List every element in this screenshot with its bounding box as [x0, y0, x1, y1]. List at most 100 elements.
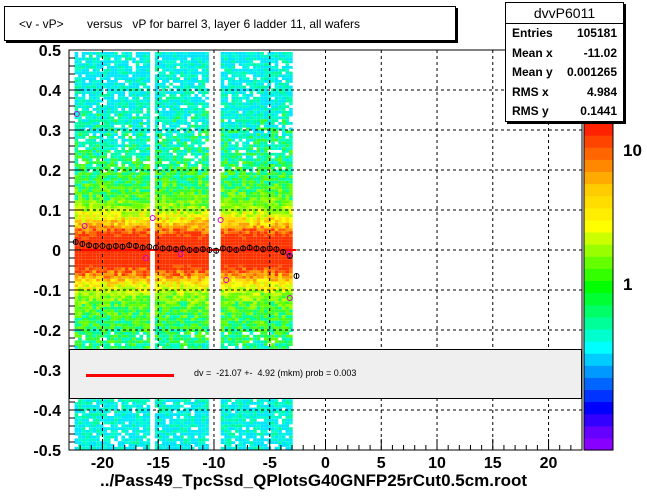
heatmap-cell: [154, 276, 159, 279]
heatmap-cell: [227, 323, 232, 327]
heatmap-cell: [158, 66, 163, 69]
heatmap-cell: [81, 446, 86, 450]
heatmap-cell: [220, 91, 225, 94]
heatmap-cell: [89, 228, 93, 232]
heatmap-cell: [74, 432, 79, 436]
heatmap-cell: [114, 82, 118, 86]
heatmap-cell: [107, 225, 111, 229]
heatmap-cell: [183, 402, 188, 405]
heatmap-cell: [96, 222, 100, 226]
heatmap-cell: [205, 259, 209, 262]
heatmap-cell: [139, 147, 143, 150]
heatmap-cell: [121, 421, 125, 425]
heatmap-cell: [78, 262, 82, 265]
heatmap-cell: [220, 253, 225, 257]
heatmap-cell: [162, 119, 166, 122]
heatmap-cell: [121, 203, 125, 206]
heatmap-cell: [220, 438, 225, 442]
heatmap-cell: [117, 284, 122, 288]
heatmap-cell: [176, 133, 181, 136]
heatmap-cell: [205, 346, 209, 349]
heatmap-cell: [99, 108, 104, 111]
heatmap-cell: [172, 318, 177, 321]
heatmap-cell: [135, 253, 140, 257]
heatmap-cell: [103, 161, 107, 164]
heatmap-cell: [89, 298, 93, 302]
heatmap-cell: [146, 68, 151, 72]
heatmap-cell: [125, 130, 129, 134]
heatmap-cell: [198, 99, 202, 103]
heatmap-cell: [198, 113, 202, 117]
heatmap-cell: [205, 164, 209, 167]
heatmap-cell: [121, 267, 125, 271]
heatmap-cell: [183, 418, 188, 422]
heatmap-cell: [121, 82, 125, 86]
heatmap-cell: [99, 273, 104, 276]
heatmap-cell: [162, 208, 166, 212]
heatmap-cell: [169, 332, 173, 335]
heatmap-cell: [190, 214, 195, 218]
heatmap-cell: [78, 152, 82, 156]
heatmap-cell: [187, 256, 191, 260]
heatmap-cell: [74, 144, 79, 148]
heatmap-cell: [242, 164, 246, 167]
heatmap-cell: [198, 446, 202, 450]
heatmap-cell: [169, 256, 173, 260]
heatmap-cell: [78, 236, 82, 240]
heatmap-cell: [92, 169, 97, 173]
heatmap-cell: [146, 304, 151, 307]
heatmap-cell: [198, 290, 202, 293]
heatmap-cell: [125, 298, 129, 302]
heatmap-cell: [224, 432, 228, 436]
heatmap-cell: [158, 133, 163, 136]
heatmap-cell: [227, 68, 232, 72]
heatmap-cell: [135, 298, 140, 302]
heatmap-cell: [187, 68, 191, 72]
heatmap-cell: [128, 158, 133, 162]
heatmap-cell: [227, 161, 232, 164]
heatmap-cell: [139, 250, 143, 254]
heatmap-cell: [183, 192, 188, 195]
heatmap-cell: [121, 346, 125, 349]
heatmap-cell: [110, 91, 115, 94]
heatmap-cell: [114, 71, 118, 75]
heatmap-cell: [110, 402, 115, 405]
heatmap-cell: [169, 74, 173, 78]
heatmap-cell: [81, 320, 86, 324]
heatmap-cell: [231, 91, 236, 94]
heatmap-cell: [194, 234, 199, 237]
heatmap-cell: [89, 416, 93, 419]
heatmap-cell: [128, 180, 133, 184]
heatmap-cell: [165, 312, 170, 316]
heatmap-cell: [139, 127, 143, 131]
heatmap-cell: [135, 147, 140, 150]
heatmap-cell: [238, 295, 243, 299]
heatmap-cell: [227, 124, 232, 128]
heatmap-cell: [78, 306, 82, 310]
heatmap-cell: [162, 432, 166, 436]
heatmap-cell: [180, 138, 184, 142]
heatmap-cell: [169, 418, 173, 422]
heatmap-cell: [242, 178, 246, 181]
heatmap-cell: [132, 189, 136, 192]
heatmap-cell: [205, 236, 209, 240]
heatmap-cell: [135, 63, 140, 66]
heatmap-cell: [146, 166, 151, 170]
heatmap-cell: [162, 74, 166, 78]
heatmap-cell: [205, 343, 209, 346]
heatmap-cell: [205, 267, 209, 271]
heatmap-cell: [227, 236, 232, 240]
heatmap-cell: [89, 441, 93, 444]
heatmap-cell: [114, 278, 118, 282]
heatmap-cell: [183, 343, 188, 346]
heatmap-cell: [125, 323, 129, 327]
heatmap-cell: [205, 136, 209, 139]
heatmap-cell: [172, 147, 177, 150]
heatmap-cell: [110, 404, 115, 408]
heatmap-cell: [85, 214, 89, 218]
heatmap-cell: [92, 138, 97, 142]
heatmap-cell: [201, 122, 206, 125]
heatmap-cell: [132, 150, 136, 153]
heatmap-cell: [194, 346, 199, 349]
heatmap-cell: [194, 424, 199, 428]
